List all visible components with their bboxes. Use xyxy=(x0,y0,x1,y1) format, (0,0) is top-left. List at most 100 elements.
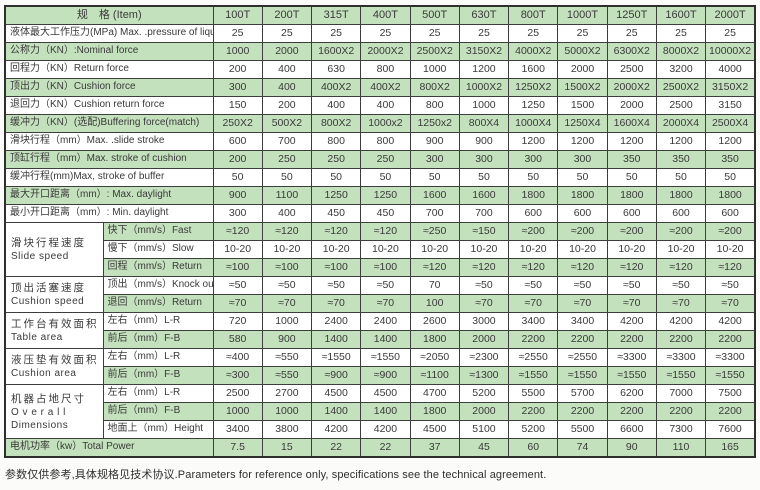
row-sublabel-cell: 左右（mm）L-R xyxy=(102,312,214,331)
value-cell: 250X2 xyxy=(212,114,263,133)
value-cell: 3400 xyxy=(212,420,263,439)
value-cell: 450 xyxy=(311,204,362,223)
row-label-cell: 顶缸行程（mm）Max. stroke of cushion xyxy=(4,150,214,169)
value-cell: 50 xyxy=(705,168,756,187)
value-cell: 1800 xyxy=(557,186,608,205)
value-cell: 25 xyxy=(557,24,608,43)
value-cell: 7.5 xyxy=(212,438,263,458)
value-cell: ≈70 xyxy=(360,294,411,313)
value-cell: ≈120 xyxy=(261,222,313,241)
row-sublabel-cell: 前后（mm）F-B xyxy=(102,330,214,349)
value-cell: ≈70 xyxy=(311,294,362,313)
value-cell: 600 xyxy=(212,132,263,151)
table-row: 顶缸行程（mm）Max. stroke of cushion 200 250 250 2… xyxy=(4,150,756,169)
value-cell: ≈200 xyxy=(655,222,707,241)
group-label-line: O v e r a l l xyxy=(11,406,66,418)
value-cell: 2500 xyxy=(606,60,657,79)
value-cell: 1600X2 xyxy=(311,42,362,61)
row-label-cell: 回程力（KN）Return force xyxy=(4,60,214,79)
table-row: 退回力（KN）Cushion return force 150 200 400 400 8… xyxy=(4,96,756,115)
value-cell: ≈50 xyxy=(360,276,411,295)
table-row: 前后（mm）F-B 1000 1000 1400 1400 1800 2000 2200 220… xyxy=(5,402,756,421)
value-cell: 600 xyxy=(557,204,608,223)
group-label-line: 工作台有效面积 xyxy=(11,318,99,330)
value-cell: 22 xyxy=(311,438,362,458)
value-cell: 800 xyxy=(360,132,411,151)
value-cell: 400 xyxy=(261,60,313,79)
value-cell: 1000 xyxy=(261,312,313,331)
value-cell: 300 xyxy=(508,150,559,169)
value-cell: ≈120 xyxy=(458,258,510,277)
column-header-cell: 2000T xyxy=(705,5,756,25)
value-cell: 1250 xyxy=(360,186,411,205)
value-cell: 5500 xyxy=(557,420,608,439)
row-sublabel-cell: 慢下（mm/s）Slow xyxy=(102,240,214,259)
value-cell: ≈900 xyxy=(311,366,362,385)
value-cell: ≈200 xyxy=(606,222,657,241)
value-cell: ≈1550 xyxy=(655,366,707,385)
value-cell: 1000 xyxy=(261,402,313,421)
value-cell: 2200 xyxy=(655,330,707,349)
table-row: 地面上（mm）Height 3400 3800 4200 4200 4500 5100 520… xyxy=(5,420,756,439)
value-cell: 2500X2 xyxy=(655,78,707,97)
value-cell: ≈70 xyxy=(705,294,756,313)
value-cell: 6300X2 xyxy=(606,42,657,61)
table-row: 最大开口距离（mm）: Max. daylight 900 1100 1250 1250… xyxy=(4,186,756,205)
group-label-line: Cushion area xyxy=(11,368,77,379)
value-cell: 1000 xyxy=(458,96,510,115)
value-cell: 7300 xyxy=(655,420,707,439)
table-row: 退回（mm/s）Return ≈70 ≈70 ≈70 ≈70 100 ≈70 ≈70 ≈70 ≈7… xyxy=(5,294,756,313)
value-cell: 50 xyxy=(409,168,460,187)
value-cell: 5100 xyxy=(458,420,510,439)
value-cell: 2200 xyxy=(557,402,608,421)
value-cell: 25 xyxy=(458,24,510,43)
value-cell: 50 xyxy=(508,168,559,187)
value-cell: 50 xyxy=(655,168,707,187)
value-cell: 15 xyxy=(261,438,313,458)
value-cell: 2000 xyxy=(458,330,510,349)
value-cell: ≈900 xyxy=(360,366,411,385)
footnote: 参数仅供参考,具体规格见技术协议.Parameters for referenc… xyxy=(5,469,547,481)
row-sublabel-cell: 地面上（mm）Height xyxy=(102,420,214,439)
value-cell: 1200 xyxy=(606,132,657,151)
value-cell: 5200 xyxy=(508,420,559,439)
value-cell: 1250 xyxy=(508,96,559,115)
value-cell: 25 xyxy=(655,24,707,43)
value-cell: ≈70 xyxy=(606,294,657,313)
value-cell: 600 xyxy=(508,204,559,223)
value-cell: 5000X2 xyxy=(557,42,608,61)
value-cell: 1250 xyxy=(311,186,362,205)
value-cell: ≈50 xyxy=(508,276,559,295)
value-cell: 150 xyxy=(212,96,263,115)
value-cell: 1250X2 xyxy=(508,78,559,97)
table-row: 液体最大工作压力(MPa) Max. .pressure of liquid 25… xyxy=(4,24,756,43)
value-cell: ≈1100 xyxy=(409,366,460,385)
value-cell: 50 xyxy=(311,168,362,187)
row-label-cell: 电机功率（kw）Total Power xyxy=(4,438,214,458)
value-cell: 1000 xyxy=(212,402,263,421)
row-label-cell: 顶出力（KN）Cushion force xyxy=(4,78,214,97)
group-label-line: Dimensions xyxy=(11,419,69,431)
row-label-cell: 最小开口距离（mm）: Min. daylight xyxy=(4,204,214,223)
value-cell: 2200 xyxy=(705,402,756,421)
row-sublabel-cell: 快下（mm/s）Fast xyxy=(102,222,214,241)
value-cell: 2600 xyxy=(409,312,460,331)
value-cell: 2200 xyxy=(557,330,608,349)
value-cell: 1000 xyxy=(212,42,263,61)
value-cell: ≈200 xyxy=(508,222,559,241)
value-cell: 2500X2 xyxy=(409,42,460,61)
value-cell: 1600X4 xyxy=(606,114,657,133)
value-cell: 5700 xyxy=(557,384,608,403)
value-cell: ≈120 xyxy=(508,258,559,277)
row-label-cell: 公称力（KN）:Nominal force xyxy=(4,42,214,61)
value-cell: 300 xyxy=(409,150,460,169)
value-cell: 1200 xyxy=(705,132,756,151)
value-cell: ≈70 xyxy=(557,294,608,313)
value-cell: ≈2550 xyxy=(557,348,608,367)
table-row: 前后（mm）F-B 580 900 1400 1400 1800 2000 2200 2200 2… xyxy=(5,330,756,349)
table-row: 缓冲行程(mm)Max, stroke of buffer 50 50 50 50 50 5… xyxy=(4,168,756,187)
value-cell: 1500 xyxy=(557,96,608,115)
item-header-cell: 规 格 (Item) xyxy=(4,5,214,25)
table-row: 缓冲力（KN）(选配)Buffering force(match) 250X2 50… xyxy=(4,114,756,133)
value-cell: 1600 xyxy=(458,186,510,205)
